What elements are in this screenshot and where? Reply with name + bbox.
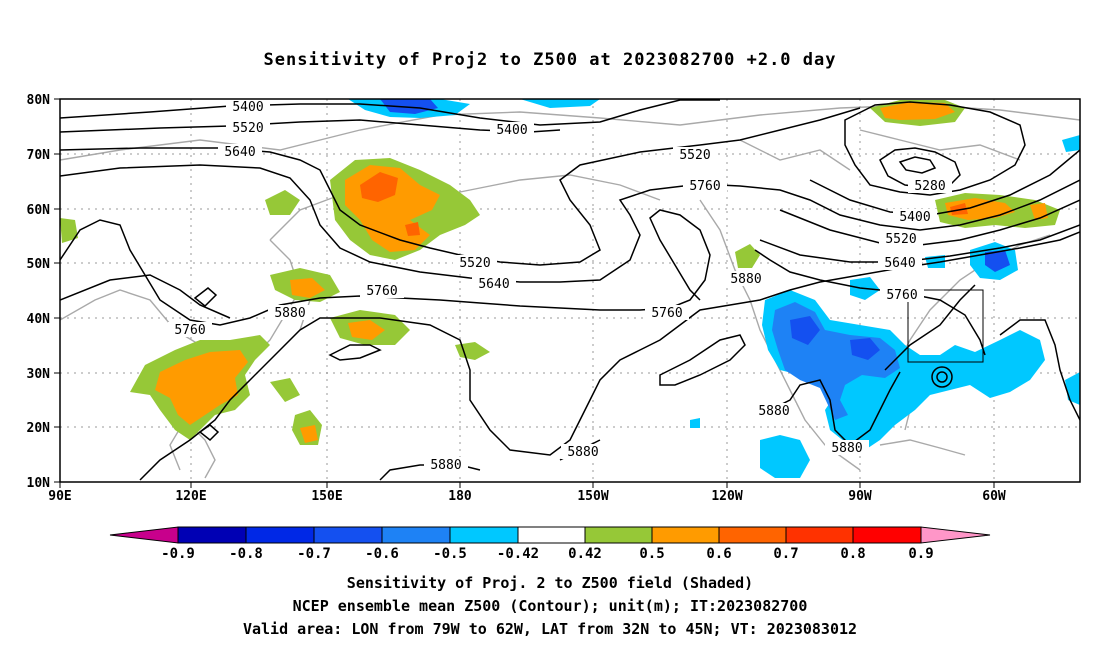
colorbar-seg-9 [718,526,787,544]
contour-label: 5520 [226,120,270,136]
colorbar-seg-2 [245,526,315,544]
lat-label: 70N [27,148,51,163]
svg-text:5880: 5880 [730,272,761,287]
axis-ticks [54,98,995,488]
svg-text:5520: 5520 [459,256,490,271]
colorbar-label: -0.9 [161,546,195,562]
contour-label: 5880 [752,403,796,419]
colorbar-seg-12 [920,526,991,544]
svg-text:5640: 5640 [478,277,509,292]
colorbar-label: 0.7 [773,546,798,562]
lat-label: 60N [27,203,51,218]
svg-text:5760: 5760 [366,284,397,299]
svg-text:5760: 5760 [651,306,682,321]
lat-label: 10N [27,476,51,491]
z500-contours [60,99,1080,481]
colorbar-seg-11 [852,526,922,544]
svg-text:5760: 5760 [174,323,205,338]
svg-text:5400: 5400 [899,210,930,225]
colorbar: -0.9 -0.8 -0.7 -0.6 -0.5 -0.42 0.42 0.5 … [109,526,991,562]
colorbar-label: 0.5 [639,546,664,562]
contour-label: 5400 [490,122,534,138]
colorbar-label: -0.5 [433,546,467,562]
svg-text:5520: 5520 [885,232,916,247]
svg-text:5760: 5760 [689,179,720,194]
lat-label: 80N [27,93,51,108]
lon-label: 150W [577,489,608,504]
contour-label: 5760 [360,283,404,299]
svg-text:5400: 5400 [232,100,263,115]
colorbar-label: 0.8 [840,546,865,562]
contour-label: 5280 [908,178,952,194]
colorbar-label: 0.42 [568,546,602,562]
contour-label: 5520 [453,255,497,271]
contour-labels: 5400 5520 5640 5400 5520 5760 5280 5400 … [168,99,952,473]
contour-label: 5880 [424,457,468,473]
contour-label: 5880 [561,444,605,460]
colorbar-seg-5 [449,526,519,544]
map-border [59,98,1081,483]
colorbar-seg-7 [584,526,653,544]
lat-label: 50N [27,257,51,272]
svg-text:5880: 5880 [831,441,862,456]
lon-label: 150E [311,489,342,504]
lon-label: 90W [848,489,872,504]
contour-label: 5880 [724,271,768,287]
colorbar-label: 0.9 [908,546,933,562]
contour-label: 5400 [893,209,937,225]
colorbar-label: -0.7 [297,546,331,562]
lon-label: 120W [711,489,742,504]
svg-text:5880: 5880 [274,306,305,321]
svg-text:5880: 5880 [430,458,461,473]
colorbar-seg-0 [109,526,179,544]
lon-label: 90E [48,489,71,504]
lon-label: 180 [448,489,472,504]
lon-label: 120E [175,489,206,504]
contour-label: 5520 [673,147,717,163]
contour-label: 5400 [226,99,270,115]
svg-text:5400: 5400 [496,123,527,138]
page-title: Sensitivity of Proj2 to Z500 at 20230827… [263,50,837,70]
svg-text:5640: 5640 [224,145,255,160]
lat-label: 40N [27,312,51,327]
colorbar-label: -0.42 [497,546,539,562]
colorbar-seg-10 [785,526,854,544]
svg-text:5760: 5760 [886,288,917,303]
lon-label: 60W [982,489,1006,504]
contour-label: 5760 [880,287,924,303]
contour-label: 5760 [683,178,727,194]
contour-label: 5760 [645,305,689,321]
valid-area-box [907,289,984,363]
colorbar-label: -0.8 [229,546,263,562]
lat-label: 20N [27,421,51,436]
contour-label: 5520 [879,231,923,247]
svg-text:5880: 5880 [567,445,598,460]
sensitivity-shading [60,99,1080,478]
colorbar-seg-1 [177,526,247,544]
colorbar-seg-3 [313,526,383,544]
contour-label: 5880 [825,440,869,456]
svg-text:5520: 5520 [679,148,710,163]
svg-text:5280: 5280 [914,179,945,194]
latitude-labels: 80N 70N 60N 50N 40N 30N 20N 10N [27,93,51,491]
contour-label: 5640 [472,276,516,292]
contour-label: 5640 [218,144,262,160]
colorbar-label: 0.6 [706,546,731,562]
colorbar-seg-6 [517,526,586,544]
svg-text:5880: 5880 [758,404,789,419]
caption-line-1: Sensitivity of Proj. 2 to Z500 field (Sh… [346,574,754,592]
svg-text:5640: 5640 [884,256,915,271]
contour-label: 5880 [268,305,312,321]
colorbar-seg-4 [381,526,451,544]
colorbar-seg-8 [651,526,720,544]
caption-line-2: NCEP ensemble mean Z500 (Contour); unit(… [292,597,808,615]
caption-line-3: Valid area: LON from 79W to 62W, LAT fro… [242,620,858,638]
svg-text:5520: 5520 [232,121,263,136]
contour-label: 5640 [878,255,922,271]
colorbar-label: -0.6 [365,546,399,562]
lat-label: 30N [27,367,51,382]
longitude-labels: 90E 120E 150E 180 150W 120W 90W 60W [48,489,1006,504]
contour-label: 5760 [168,322,212,338]
